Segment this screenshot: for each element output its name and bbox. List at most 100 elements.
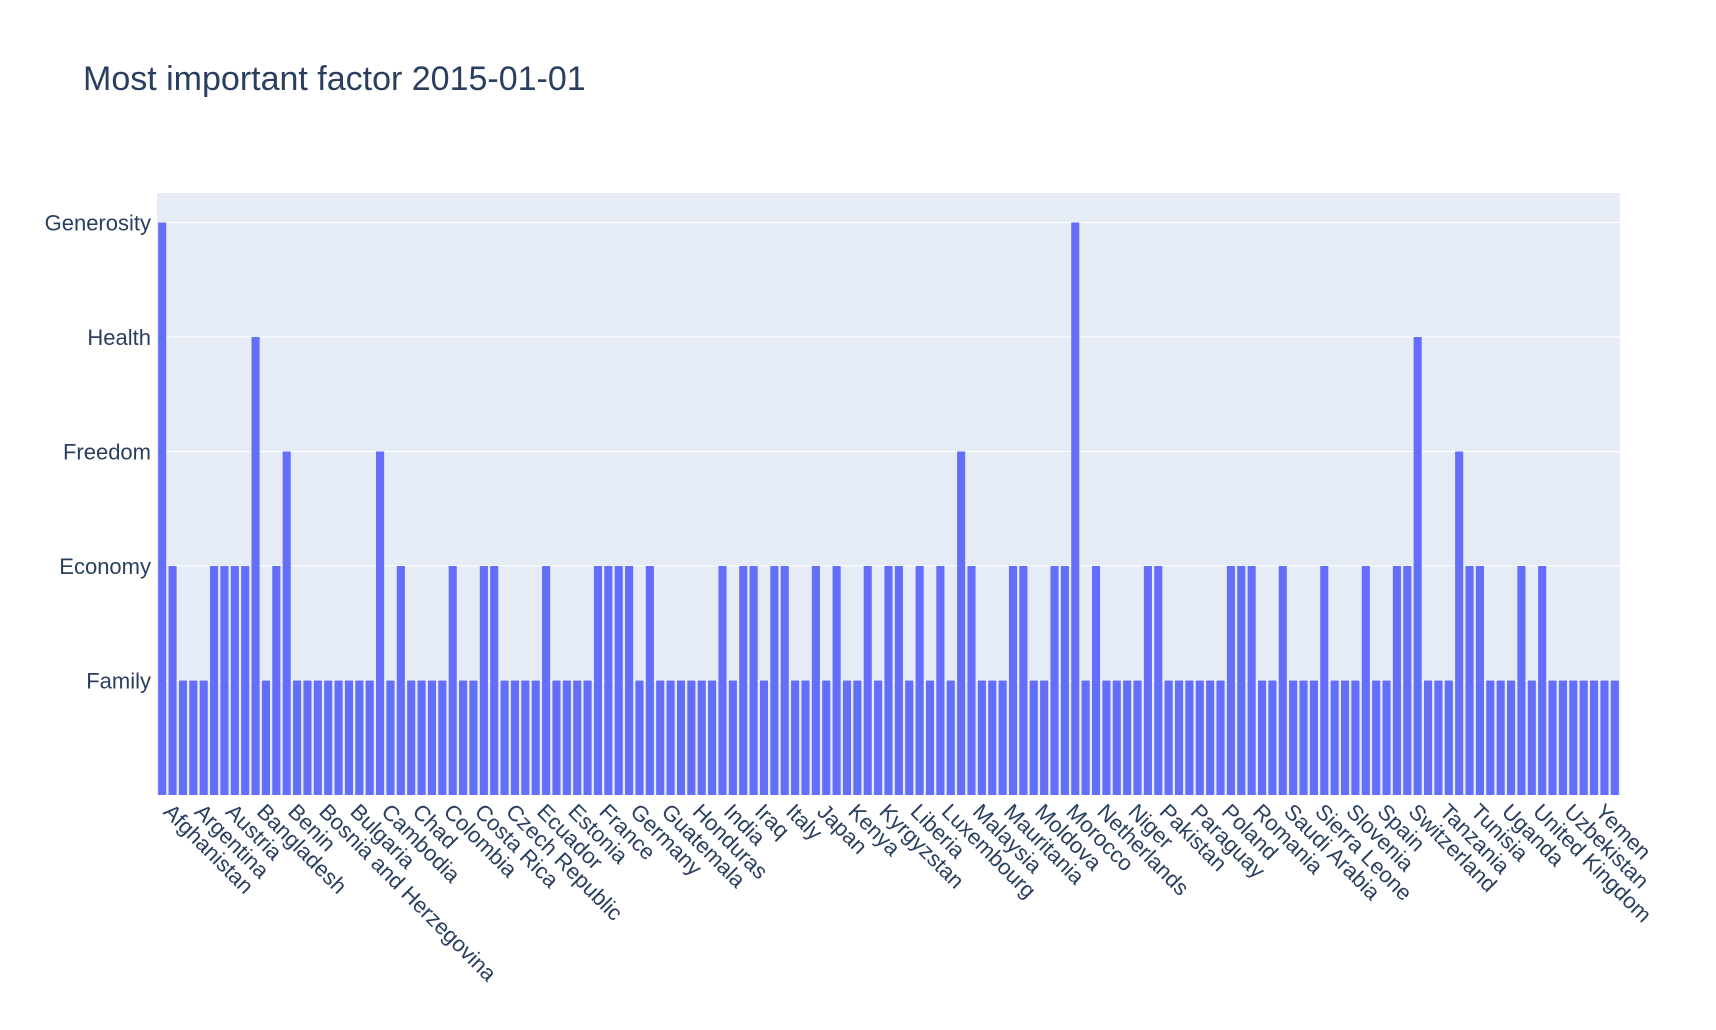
bar-94 xyxy=(1133,680,1142,795)
bar-26 xyxy=(427,680,437,795)
bar-53 xyxy=(708,680,717,795)
bar-122 xyxy=(1423,680,1433,795)
y-tick-label-economy: Economy xyxy=(59,554,151,579)
bar-54 xyxy=(718,566,727,795)
bar-52 xyxy=(697,680,706,795)
bar-110 xyxy=(1299,680,1308,795)
bar-111 xyxy=(1309,680,1318,795)
bar-127 xyxy=(1475,566,1484,795)
bar-2 xyxy=(178,680,187,795)
bar-97 xyxy=(1164,680,1173,795)
bar-125 xyxy=(1455,451,1464,795)
bar-20 xyxy=(365,680,374,795)
bar-103 xyxy=(1226,566,1235,795)
bar-73 xyxy=(915,566,924,795)
bar-123 xyxy=(1434,680,1443,795)
bar-77 xyxy=(957,451,966,795)
bar-21 xyxy=(376,451,385,795)
bar-83 xyxy=(1019,566,1028,795)
bar-129 xyxy=(1496,680,1505,795)
bar-25 xyxy=(417,680,426,795)
bar-139 xyxy=(1600,680,1609,795)
bar-27 xyxy=(438,680,447,795)
bar-131 xyxy=(1517,566,1526,795)
bar-40 xyxy=(573,680,582,795)
bar-95 xyxy=(1143,566,1152,795)
bar-68 xyxy=(863,566,872,795)
bar-98 xyxy=(1174,680,1184,795)
bar-113 xyxy=(1330,680,1339,795)
bar-130 xyxy=(1507,680,1516,795)
bar-34 xyxy=(510,680,520,795)
bar-92 xyxy=(1112,680,1121,795)
y-tick-label-family: Family xyxy=(86,669,151,694)
bar-134 xyxy=(1548,680,1557,795)
bar-60 xyxy=(780,566,789,795)
bar-57 xyxy=(749,566,758,795)
bar-119 xyxy=(1392,566,1401,795)
bar-23 xyxy=(396,566,405,795)
bar-61 xyxy=(791,680,800,795)
bar-70 xyxy=(884,566,893,795)
bar-4 xyxy=(199,680,208,795)
bar-107 xyxy=(1268,680,1277,795)
bar-114 xyxy=(1340,680,1350,795)
bar-116 xyxy=(1361,566,1370,795)
bar-82 xyxy=(1008,566,1018,795)
bar-7 xyxy=(230,566,239,795)
bar-19 xyxy=(355,680,364,795)
bar-39 xyxy=(562,680,571,795)
bar-48 xyxy=(656,680,665,795)
x-axis-tick-labels: AfghanistanArgentinaAustriaBangladeshBen… xyxy=(159,799,1657,987)
bar-86 xyxy=(1050,566,1059,795)
bar-101 xyxy=(1206,680,1215,795)
bar-50 xyxy=(676,680,686,795)
bar-13 xyxy=(293,680,302,795)
bar-55 xyxy=(728,680,737,795)
bar-135 xyxy=(1558,680,1567,795)
bar-117 xyxy=(1372,680,1381,795)
bar-106 xyxy=(1257,680,1267,795)
bar-59 xyxy=(770,566,779,795)
bar-28 xyxy=(448,566,457,795)
chart-title: Most important factor 2015-01-01 xyxy=(83,60,586,98)
y-tick-label-health: Health xyxy=(87,325,151,350)
bar-100 xyxy=(1195,680,1204,795)
bar-43 xyxy=(604,566,613,795)
bar-62 xyxy=(801,680,810,795)
bar-44 xyxy=(614,566,623,795)
bar-132 xyxy=(1527,680,1536,795)
bar-14 xyxy=(303,680,312,795)
bar-133 xyxy=(1538,566,1547,795)
bar-89 xyxy=(1081,680,1090,795)
bar-22 xyxy=(386,680,395,795)
bar-109 xyxy=(1289,680,1298,795)
bar-118 xyxy=(1382,680,1391,795)
bar-88 xyxy=(1071,222,1080,795)
bar-35 xyxy=(521,680,530,795)
bar-108 xyxy=(1278,566,1287,795)
bar-46 xyxy=(635,680,644,795)
bar-41 xyxy=(583,680,592,795)
bar-69 xyxy=(874,680,883,795)
bar-87 xyxy=(1060,566,1069,795)
bar-136 xyxy=(1569,680,1578,795)
bar-58 xyxy=(759,680,769,795)
bar-38 xyxy=(552,680,561,795)
bar-47 xyxy=(645,566,654,795)
bar-33 xyxy=(500,680,509,795)
bar-36 xyxy=(531,680,540,795)
bar-84 xyxy=(1029,680,1038,795)
bar-65 xyxy=(832,566,841,795)
bar-29 xyxy=(459,680,468,795)
bar-64 xyxy=(822,680,831,795)
bar-79 xyxy=(977,680,986,795)
bar-1 xyxy=(168,566,177,795)
bar-74 xyxy=(925,680,935,795)
bars xyxy=(158,222,1619,795)
bar-126 xyxy=(1465,566,1474,795)
bar-105 xyxy=(1247,566,1256,795)
bar-124 xyxy=(1444,680,1453,795)
bar-71 xyxy=(894,566,903,795)
